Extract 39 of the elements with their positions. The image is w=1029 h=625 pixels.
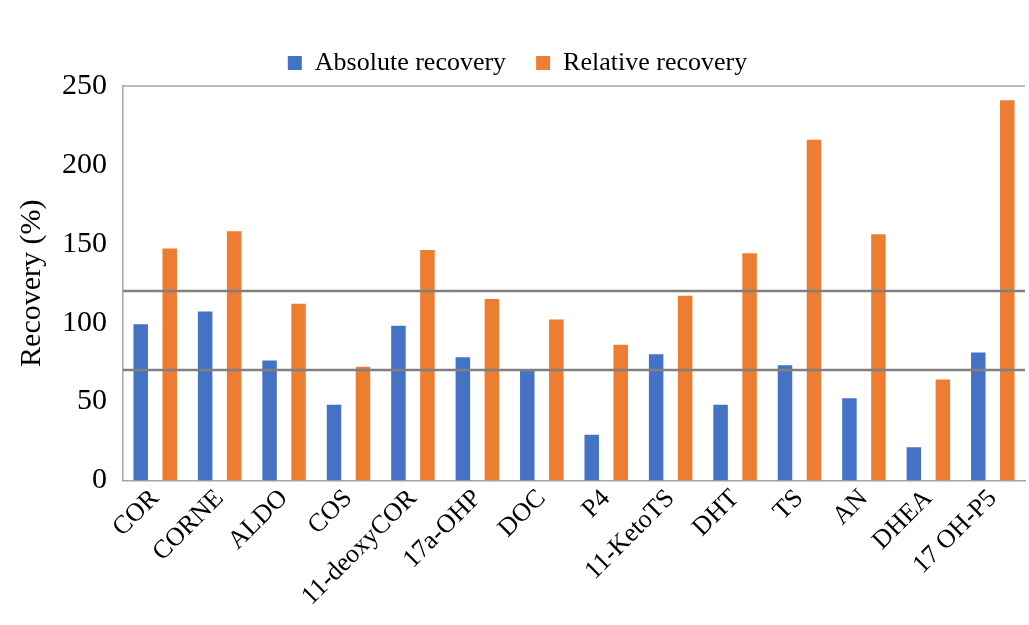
bar bbox=[777, 365, 793, 481]
bar bbox=[291, 303, 306, 481]
bar bbox=[935, 379, 951, 481]
bar bbox=[262, 360, 277, 481]
y-tick-label: 150 bbox=[62, 224, 107, 258]
x-tick-label: TS bbox=[766, 482, 809, 525]
bar bbox=[355, 366, 371, 481]
bar bbox=[420, 250, 435, 481]
bar bbox=[455, 357, 471, 481]
bar bbox=[742, 253, 757, 481]
bar bbox=[549, 319, 564, 481]
y-tick-label: 250 bbox=[62, 66, 107, 100]
bar bbox=[226, 231, 242, 481]
y-tick-label: 100 bbox=[62, 303, 107, 337]
bar bbox=[197, 311, 213, 481]
bar bbox=[391, 325, 406, 481]
bar bbox=[484, 298, 500, 481]
bar bbox=[326, 404, 342, 481]
y-axis-title: Recovery (%) bbox=[12, 199, 47, 367]
bar bbox=[906, 447, 922, 481]
bar bbox=[520, 369, 535, 481]
x-tick-label: AN bbox=[825, 482, 874, 531]
bar bbox=[1000, 100, 1015, 481]
bar bbox=[584, 434, 599, 481]
y-tick-label: 0 bbox=[92, 461, 107, 495]
bar bbox=[648, 354, 664, 481]
legend-label: Absolute recovery bbox=[314, 46, 507, 76]
bar bbox=[842, 398, 857, 481]
legend-label: Relative recovery bbox=[563, 46, 748, 76]
bar bbox=[162, 248, 177, 481]
bar bbox=[971, 352, 986, 481]
bar bbox=[677, 295, 693, 481]
y-tick-label: 200 bbox=[62, 145, 107, 179]
y-tick-label: 50 bbox=[77, 382, 107, 416]
bar bbox=[613, 344, 628, 481]
bar bbox=[806, 139, 822, 481]
bar bbox=[871, 234, 886, 481]
bar bbox=[713, 404, 728, 481]
bar bbox=[133, 324, 148, 481]
